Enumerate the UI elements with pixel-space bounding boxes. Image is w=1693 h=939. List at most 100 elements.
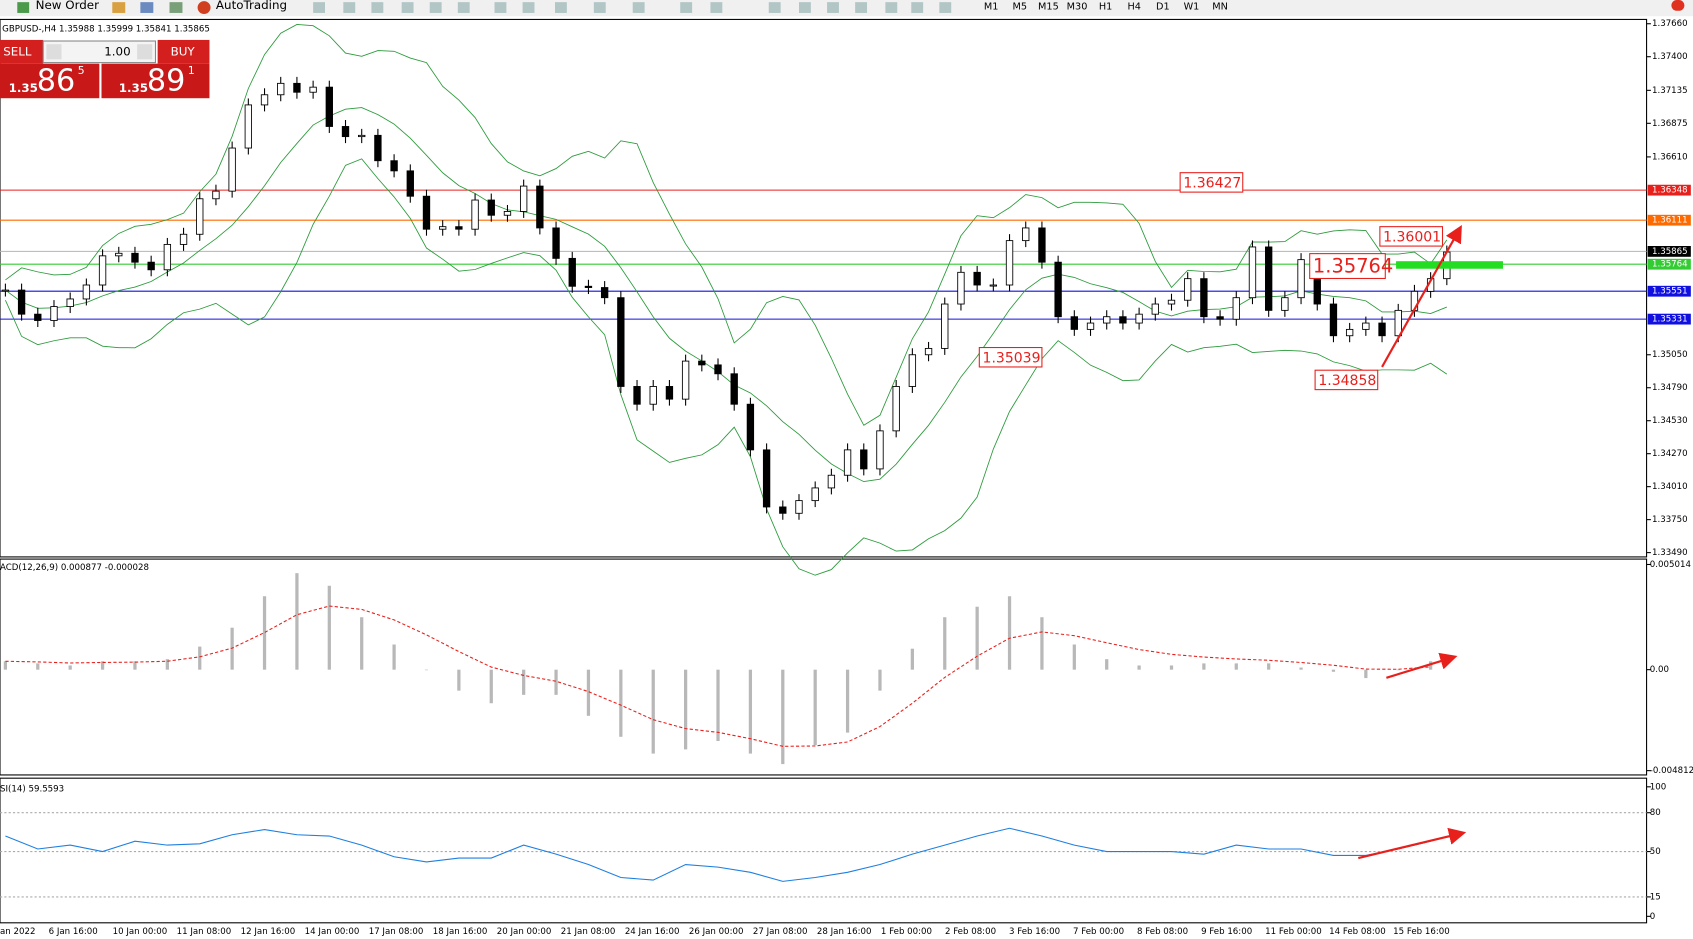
toolbar-icon[interactable] xyxy=(554,2,567,13)
macd-header: ACD(12,26,9) 0.000877 -0.000028 xyxy=(0,563,149,573)
macd-bar xyxy=(424,669,429,671)
price-annotation: 1.36001 xyxy=(1383,229,1441,245)
price-tick-label: 1.36875 xyxy=(1652,119,1688,129)
candle xyxy=(1362,322,1370,330)
toolbar-icon[interactable] xyxy=(494,2,507,13)
lots-down[interactable] xyxy=(46,44,62,60)
toolbar-icon[interactable] xyxy=(632,2,645,13)
toolbar-icon[interactable] xyxy=(855,2,868,13)
toolbar-icon[interactable] xyxy=(939,2,952,13)
candle xyxy=(277,82,285,96)
candle xyxy=(1054,261,1062,318)
toolbar-icon[interactable] xyxy=(401,2,414,13)
candle xyxy=(779,506,787,514)
rsi-arrow xyxy=(1358,827,1467,860)
time-label: 11 Feb 00:00 xyxy=(1265,927,1322,937)
price-tick-label: 1.33490 xyxy=(1652,548,1688,558)
timeframe-button[interactable]: M5 xyxy=(1013,1,1028,12)
toolbar-icon[interactable] xyxy=(429,2,442,13)
order-panel: SELL 1.00 BUY 1.35 86 5 1.35 89 1 xyxy=(0,39,210,99)
toolbar-icon[interactable] xyxy=(522,2,535,13)
buy-label[interactable]: BUY xyxy=(171,44,196,58)
candle xyxy=(196,198,204,235)
macd-bar xyxy=(1364,669,1368,679)
sell-price-box[interactable] xyxy=(0,63,100,99)
alert-icon[interactable] xyxy=(1671,0,1685,11)
candle xyxy=(147,261,155,271)
candle xyxy=(1281,297,1289,311)
macd-bar xyxy=(1202,663,1206,670)
candle xyxy=(179,233,188,245)
macd-bar xyxy=(1429,661,1433,670)
sell-label[interactable]: SELL xyxy=(3,44,32,58)
timeframe-button[interactable]: M1 xyxy=(984,1,999,12)
macd-bar xyxy=(1105,659,1109,670)
timeframe-button[interactable]: H4 xyxy=(1128,1,1141,12)
toolbar-icon[interactable] xyxy=(313,2,325,13)
candle xyxy=(293,82,301,93)
candle xyxy=(941,303,949,349)
sell-price-small: 5 xyxy=(78,64,85,77)
macd-bar xyxy=(813,669,817,746)
time-label: 28 Jan 16:00 xyxy=(817,927,872,937)
timeframe-button[interactable]: MN xyxy=(1212,1,1228,12)
toolbar-icon[interactable] xyxy=(885,2,898,13)
sell-button[interactable] xyxy=(0,39,44,64)
toolbar-icon[interactable] xyxy=(680,2,693,13)
new-order-button[interactable]: New Order xyxy=(36,0,99,12)
sell-price-big: 1.35 xyxy=(9,81,38,95)
macd-bar xyxy=(1396,669,1400,671)
toolbar-icon[interactable] xyxy=(593,2,606,13)
candle xyxy=(1151,303,1159,315)
toolbar-icon[interactable] xyxy=(768,2,781,13)
macd-bar xyxy=(327,585,331,670)
buy-price-box[interactable] xyxy=(101,63,210,99)
candle xyxy=(617,297,625,387)
candle xyxy=(876,430,884,470)
time-label: 10 Jan 00:00 xyxy=(113,927,168,937)
time-label: 2 Feb 08:00 xyxy=(945,927,996,937)
macd-bar xyxy=(457,669,461,691)
price-annotation-box xyxy=(1309,253,1386,280)
timeframe-button[interactable]: D1 xyxy=(1156,1,1170,12)
buy-button[interactable] xyxy=(157,39,210,64)
toolbar-icon[interactable] xyxy=(827,2,839,13)
candle xyxy=(17,289,26,315)
timeframe-button[interactable]: H1 xyxy=(1099,1,1112,12)
timeframe-button[interactable]: M15 xyxy=(1038,1,1059,12)
candle xyxy=(1200,278,1208,318)
macd-bar xyxy=(522,669,526,695)
candle xyxy=(924,347,933,356)
price-annotation: 1.35764 xyxy=(1313,255,1393,278)
macd-bar xyxy=(392,644,396,670)
candle xyxy=(1378,322,1386,337)
timeframe-button[interactable]: M30 xyxy=(1067,1,1088,12)
candle xyxy=(228,147,236,192)
toolbar-icon[interactable] xyxy=(343,2,356,13)
level-label: 1.35764 xyxy=(1652,260,1688,270)
macd-bar xyxy=(619,669,623,737)
rsi-line xyxy=(5,827,1431,882)
candle xyxy=(66,298,74,307)
toolbar-icon[interactable] xyxy=(710,2,723,13)
lots-value[interactable]: 1.00 xyxy=(104,44,130,58)
toolbar-icon[interactable] xyxy=(911,2,924,13)
lots-input[interactable] xyxy=(42,40,157,64)
rsi-tick-label: 15 xyxy=(1650,892,1661,902)
price-annotation-box xyxy=(978,346,1043,368)
autotrading-button[interactable]: AutoTrading xyxy=(216,0,287,12)
candle xyxy=(439,226,447,230)
level-label: 1.36348 xyxy=(1652,186,1688,196)
lots-up[interactable] xyxy=(137,44,153,60)
timeframe-button[interactable]: W1 xyxy=(1184,1,1200,12)
time-label: 12 Jan 16:00 xyxy=(241,927,296,937)
toolbar-icon[interactable] xyxy=(798,2,811,13)
toolbar-icon[interactable] xyxy=(457,2,470,13)
rsi-header: SI(14) 59.5593 xyxy=(0,784,64,794)
candle xyxy=(633,386,641,405)
toolbar-icon[interactable] xyxy=(371,2,384,13)
candle xyxy=(1119,316,1127,324)
trend-arrow xyxy=(1381,225,1462,368)
candle xyxy=(1086,322,1095,330)
macd-bar xyxy=(133,661,137,670)
